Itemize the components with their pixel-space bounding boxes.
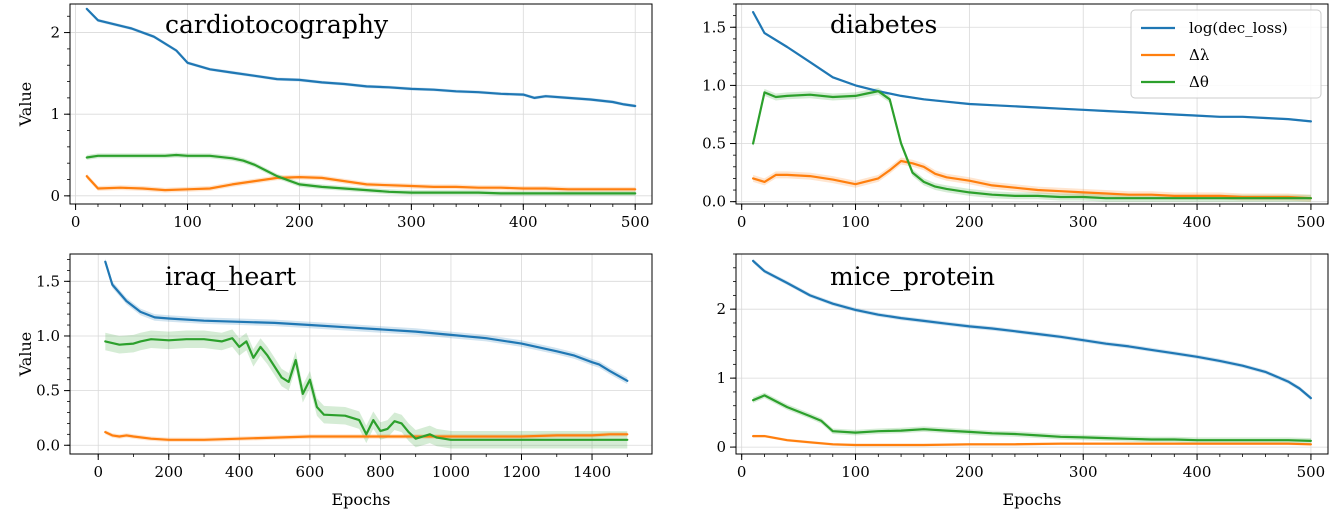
y-tick-label: 2 — [716, 300, 726, 318]
legend-label: Δλ — [1189, 46, 1210, 64]
series-line-delta-lambda — [85, 175, 637, 192]
confidence-band — [105, 329, 628, 449]
y-tick-label: 2 — [50, 24, 60, 42]
y-tick-label: 0.5 — [702, 135, 726, 153]
x-tick-label: 200 — [955, 213, 984, 231]
x-tick-label: 400 — [1183, 463, 1212, 481]
plot-area — [751, 258, 1313, 447]
x-tick-label: 1000 — [432, 463, 470, 481]
legend: log(dec_loss) Δλ Δθ — [1130, 9, 1322, 99]
axes-frame — [69, 253, 653, 455]
series-line-delta-lambda — [751, 159, 1313, 200]
plot-area — [751, 11, 1313, 202]
x-tick-label: 0 — [71, 213, 81, 231]
x-tick-label: 0 — [737, 463, 747, 481]
panel-mice-protein: 0 100 200 300 400 500 0 1 2 mice_protein Epochs — [716, 253, 1329, 509]
x-tick-label: 500 — [1297, 213, 1326, 231]
y-tick-label: 1.5 — [36, 272, 60, 290]
series-line-log-dec-loss — [104, 260, 629, 382]
y-tick-label: 1.5 — [702, 18, 726, 36]
y-tick-label: 1 — [50, 105, 60, 123]
series-line-log-dec-loss — [85, 7, 637, 108]
panel-title: diabetes — [830, 10, 937, 39]
x-tick-label: 800 — [366, 463, 395, 481]
confidence-band — [753, 87, 1311, 202]
series-line-delta-lambda — [104, 431, 629, 441]
confidence-band — [86, 152, 636, 196]
x-tick-label: 300 — [1069, 463, 1098, 481]
y-axis-label: Value — [16, 82, 35, 128]
x-tick-label: 100 — [841, 213, 870, 231]
legend-label: Δθ — [1189, 73, 1209, 91]
x-tick-label: 200 — [154, 463, 183, 481]
series-line-log-dec-loss — [751, 11, 1313, 123]
x-tick-label: 0 — [93, 463, 103, 481]
panel-title: cardiotocography — [165, 10, 389, 39]
panel-cardiotocography: 0 100 200 300 400 500 0 1 2 cardiotocography Value — [16, 3, 653, 231]
x-tick-label: 600 — [296, 463, 325, 481]
x-tick-label: 200 — [955, 463, 984, 481]
x-tick-label: 0 — [737, 213, 747, 231]
y-tick-label: 0 — [716, 438, 726, 456]
axes-frame — [69, 3, 653, 205]
x-tick-label: 300 — [1069, 213, 1098, 231]
x-tick-label: 100 — [173, 213, 202, 231]
y-tick-label: 0.0 — [702, 193, 726, 211]
series-line-delta-theta — [85, 153, 637, 195]
x-tick-label: 300 — [397, 213, 426, 231]
y-tick-label: 0.5 — [36, 382, 60, 400]
y-tick-label: 1.0 — [702, 76, 726, 94]
panel-diabetes: 0 100 200 300 400 500 0.0 0.5 1.0 1.5 diabetes log(… — [702, 3, 1329, 231]
plot-area — [104, 258, 629, 449]
y-tick-label: 0.0 — [36, 436, 60, 454]
confidence-band — [86, 7, 636, 108]
x-axis-label: Epochs — [1002, 490, 1061, 509]
x-tick-label: 400 — [509, 213, 538, 231]
y-tick-label: 1 — [716, 369, 726, 387]
legend-label: log(dec_loss) — [1189, 19, 1288, 37]
series-line-log-dec-loss — [751, 259, 1313, 400]
series-line-delta-lambda — [751, 435, 1313, 447]
y-tick-label: 1.0 — [36, 327, 60, 345]
series-line-delta-theta — [751, 394, 1313, 442]
axes-frame — [735, 3, 1329, 205]
y-tick-label: 0 — [50, 187, 60, 205]
x-axis-label: Epochs — [331, 490, 390, 509]
x-tick-label: 100 — [841, 463, 870, 481]
x-tick-label: 500 — [1297, 463, 1326, 481]
x-tick-label: 400 — [1183, 213, 1212, 231]
axes-frame — [735, 253, 1329, 455]
x-tick-label: 500 — [621, 213, 650, 231]
y-axis-label: Value — [16, 332, 35, 378]
x-tick-label: 1200 — [502, 463, 540, 481]
x-tick-label: 200 — [285, 213, 314, 231]
x-tick-label: 1400 — [573, 463, 611, 481]
panel-title: iraq_heart — [165, 262, 296, 291]
panel-title: mice_protein — [830, 262, 995, 291]
x-tick-label: 400 — [225, 463, 254, 481]
series-line-delta-theta — [751, 90, 1313, 200]
legend-box — [1130, 9, 1322, 99]
plot-area — [85, 7, 637, 196]
panel-iraq-heart: 0 200 400 600 800 1000 1200 1400 0.0 0.5 1.0 1.5 ira… — [16, 253, 653, 509]
series-line-delta-theta — [104, 337, 629, 441]
